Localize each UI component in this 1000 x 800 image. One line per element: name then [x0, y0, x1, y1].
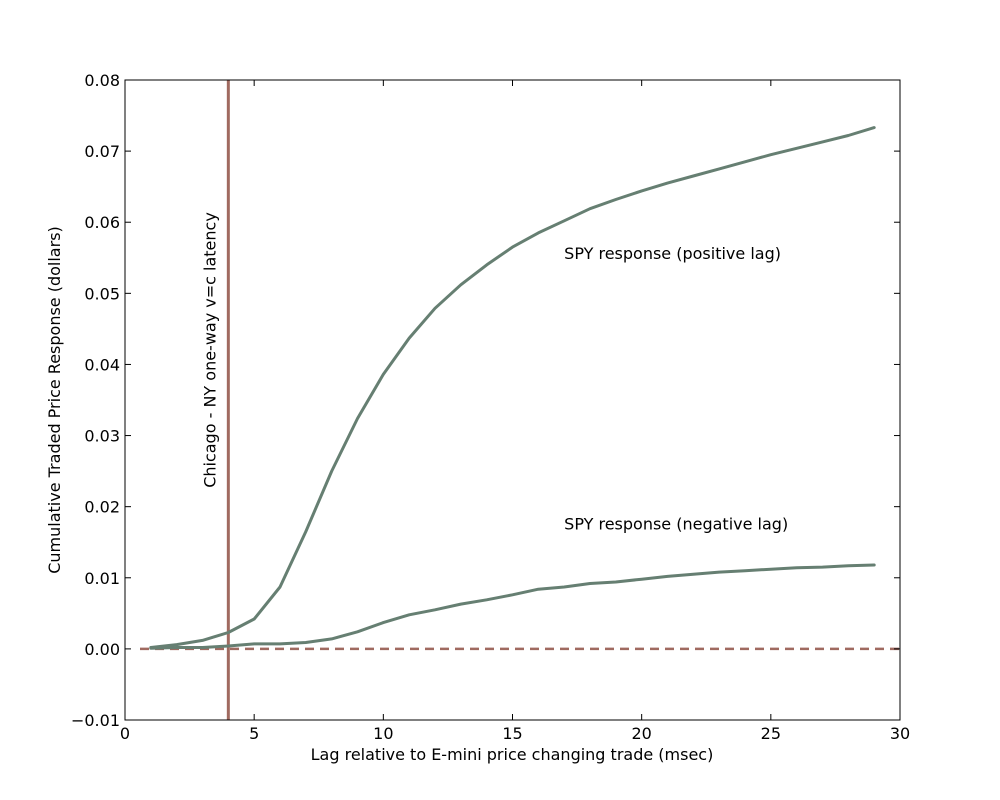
- y-axis-label: Cumulative Traded Price Response (dollar…: [45, 226, 64, 574]
- axis-ticks: 0 5 10 15 20 25 30 −0.01 0.00 0.01 0.02 0.03 0.04 0.0…: [71, 71, 910, 743]
- y-tick-label: 0.01: [84, 569, 120, 588]
- x-tick-label: 10: [373, 724, 393, 743]
- series-line-negative-lag: [149, 563, 876, 650]
- series-annotation-positive-lag: SPY response (positive lag): [564, 244, 781, 263]
- y-tick-label: 0.07: [84, 142, 120, 161]
- x-tick-label: 5: [249, 724, 259, 743]
- series-annotation-negative-lag: SPY response (negative lag): [564, 514, 788, 533]
- y-tick-label: 0.05: [84, 284, 120, 303]
- x-tick-label: 15: [502, 724, 522, 743]
- series-line-positive-lag: [149, 126, 876, 649]
- vertical-reference-label: Chicago - NY one-way v=c latency: [200, 212, 219, 488]
- x-axis-label: Lag relative to E-mini price changing tr…: [311, 745, 714, 764]
- y-tick-label: −0.01: [71, 711, 120, 730]
- x-tick-label: 30: [890, 724, 910, 743]
- y-tick-label: 0.02: [84, 498, 120, 517]
- y-tick-label: 0.03: [84, 427, 120, 446]
- x-tick-label: 25: [761, 724, 781, 743]
- y-tick-label: 0.06: [84, 213, 120, 232]
- y-tick-label: 0.08: [84, 71, 120, 90]
- plot-area: Chicago - NY one-way v=c latency SPY resp…: [140, 80, 900, 720]
- x-tick-label: 20: [631, 724, 651, 743]
- y-tick-label: 0.04: [84, 355, 120, 374]
- y-tick-label: 0.00: [84, 640, 120, 659]
- x-tick-label: 0: [120, 724, 130, 743]
